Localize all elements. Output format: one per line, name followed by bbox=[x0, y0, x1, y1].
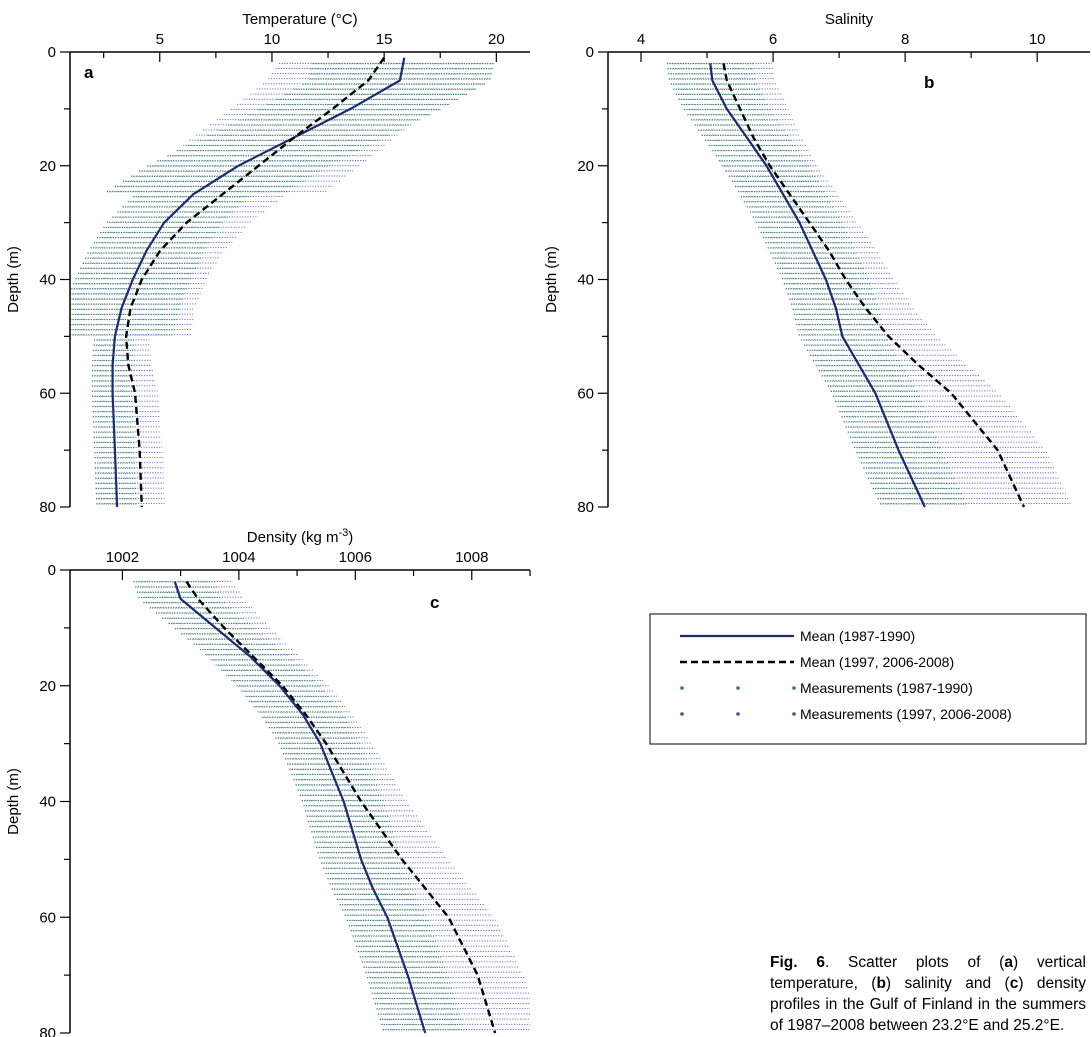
x-axis-title-superscript: -3 bbox=[338, 527, 348, 539]
y-tick-label: 20 bbox=[39, 158, 56, 175]
panel-c-density: 1002 1004 1006 1008 0 20 40 60 80 Density (kg m-3… bbox=[5, 527, 531, 1037]
y-tick-label: 0 bbox=[48, 562, 56, 579]
x-tick-label: 4 bbox=[637, 31, 645, 48]
legend-swatch-dot bbox=[680, 712, 684, 716]
x-tick-label: 10 bbox=[1029, 31, 1046, 48]
legend-label: Measurements (1987-1990) bbox=[800, 680, 973, 696]
x-tick-label: 6 bbox=[769, 31, 777, 48]
legend-label: Mean (1987-1990) bbox=[800, 628, 915, 644]
y-tick-label: 60 bbox=[39, 909, 56, 926]
y-tick-label: 80 bbox=[39, 1025, 56, 1037]
caption-letter-c: c bbox=[1009, 975, 1019, 992]
legend-item: Measurements (1987-1990) bbox=[680, 680, 973, 696]
y-tick-label: 80 bbox=[577, 499, 594, 516]
legend: Mean (1987-1990) Mean (1997, 2006-2008) Me… bbox=[649, 613, 1087, 745]
mean-line-dashed bbox=[722, 63, 1026, 508]
y-tick-label: 40 bbox=[39, 794, 56, 811]
y-tick-label: 20 bbox=[39, 678, 56, 695]
panel-letter: b bbox=[924, 73, 934, 92]
caption-letter-a: a bbox=[1004, 954, 1013, 971]
caption-letter-b: b bbox=[876, 975, 886, 992]
y-axis-title: Depth (m) bbox=[5, 246, 22, 313]
x-tick-label: 1006 bbox=[339, 549, 372, 566]
legend-item: Mean (1987-1990) bbox=[680, 628, 915, 644]
caption-text-3: ) salinity and ( bbox=[885, 975, 1010, 992]
x-tick-label: 1008 bbox=[455, 549, 488, 566]
y-tick-label: 40 bbox=[577, 272, 594, 289]
x-axis-title-close: ) bbox=[348, 529, 353, 546]
panel-b-salinity: 4 6 8 10 0 20 40 60 80 Salinity Depth (m) b bbox=[543, 11, 1090, 516]
y-tick-label: 80 bbox=[39, 499, 56, 516]
x-tick-label: 1004 bbox=[222, 549, 255, 566]
legend-swatch-dot bbox=[792, 686, 796, 690]
panel-letter: c bbox=[430, 593, 439, 612]
caption-fig-label: Fig. 6 bbox=[770, 954, 825, 971]
caption-text-1: . Scatter plots of ( bbox=[824, 954, 1005, 971]
caption-text-2: ) vertical temperature, ( bbox=[770, 954, 1086, 992]
x-tick-label: 5 bbox=[156, 31, 164, 48]
legend-swatch-dot bbox=[736, 686, 740, 690]
y-tick-label: 20 bbox=[577, 158, 594, 175]
legend-swatch-dot bbox=[792, 712, 796, 716]
y-tick-label: 40 bbox=[39, 272, 56, 289]
legend-label: Measurements (1997, 2006-2008) bbox=[800, 706, 1012, 722]
legend-item: Mean (1997, 2006-2008) bbox=[680, 654, 954, 670]
x-axis-title: Temperature (°C) bbox=[242, 11, 357, 28]
x-axis-title: Density (kg m-3) bbox=[247, 527, 353, 546]
x-tick-label: 8 bbox=[901, 31, 909, 48]
y-tick-label: 60 bbox=[39, 385, 56, 402]
y-axis-title: Depth (m) bbox=[5, 768, 22, 835]
x-axis-title: Salinity bbox=[825, 11, 874, 28]
y-tick-label: 60 bbox=[577, 385, 594, 402]
caption-text-4: ) density profiles in the Gulf of Finlan… bbox=[770, 975, 1086, 1034]
mean-line-dashed bbox=[185, 580, 497, 1034]
panel-a-temperature: 5 10 15 20 0 20 40 60 80 Temperature (°C) Depth (m… bbox=[5, 11, 530, 516]
legend-item: Measurements (1997, 2006-2008) bbox=[680, 706, 1012, 722]
mean-line-solid bbox=[709, 63, 926, 508]
mean-line-solid bbox=[173, 581, 427, 1034]
mean-line-solid bbox=[111, 57, 406, 508]
x-tick-label: 1002 bbox=[106, 549, 139, 566]
legend-swatch-dot bbox=[680, 686, 684, 690]
legend-label: Mean (1997, 2006-2008) bbox=[800, 654, 954, 670]
mean-line-dashed bbox=[124, 57, 386, 508]
x-tick-label: 15 bbox=[376, 31, 393, 48]
x-tick-label: 10 bbox=[264, 31, 281, 48]
measurement-scatter bbox=[70, 62, 495, 505]
y-axis-title: Depth (m) bbox=[543, 246, 560, 313]
measurement-scatter bbox=[666, 62, 1071, 505]
y-tick-label: 0 bbox=[586, 44, 594, 61]
y-tick-label: 0 bbox=[48, 44, 56, 61]
panel-letter: a bbox=[84, 63, 94, 82]
x-tick-label: 20 bbox=[488, 31, 505, 48]
figure-caption: Fig. 6. Scatter plots of (a) vertical te… bbox=[770, 952, 1086, 1036]
legend-swatch-dot bbox=[736, 712, 740, 716]
